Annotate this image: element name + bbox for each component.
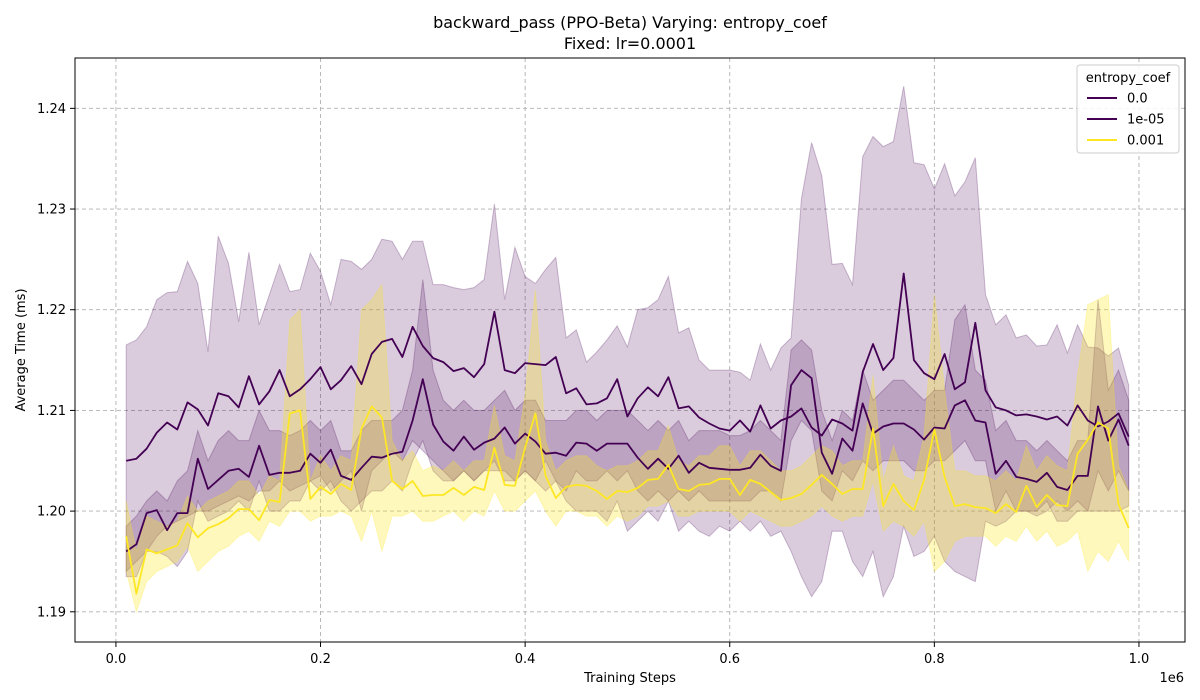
y-tick-label: 1.22 bbox=[37, 303, 66, 318]
series-line-2 bbox=[125, 405, 1130, 595]
x-axis-offset-label: 1e6 bbox=[1159, 671, 1184, 686]
legend-label: 0.0 bbox=[1127, 92, 1148, 107]
legend-label: 1e-05 bbox=[1127, 113, 1165, 128]
y-tick-label: 1.21 bbox=[37, 404, 66, 419]
x-axis-label: Training Steps bbox=[583, 671, 676, 686]
chart-title: backward_pass (PPO-Beta) Varying: entrop… bbox=[433, 13, 827, 33]
legend-items: 0.0 1e-05 0.001 bbox=[1087, 92, 1165, 149]
x-tick-label: 0.2 bbox=[310, 652, 331, 667]
tick-layer: 0.0 0.2 0.4 0.6 0.8 1.0 1.19 1.20 1.21 1.22 1.23 1.… bbox=[37, 102, 1149, 667]
series-line-0 bbox=[126, 272, 1130, 462]
legend-label: 0.001 bbox=[1127, 134, 1164, 149]
confidence-band-1 bbox=[125, 279, 1130, 578]
x-tick-label: 1.0 bbox=[1129, 652, 1150, 667]
legend-title: entropy_coef bbox=[1086, 71, 1171, 86]
grid-layer bbox=[75, 58, 1185, 642]
y-tick-label: 1.20 bbox=[37, 505, 66, 520]
x-tick-label: 0.0 bbox=[106, 652, 127, 667]
plot-frame bbox=[74, 57, 1186, 643]
legend-item: 1e-05 bbox=[1087, 113, 1165, 128]
x-tick-label: 0.4 bbox=[515, 652, 536, 667]
chart-subtitle: Fixed: lr=0.0001 bbox=[564, 34, 696, 53]
line-layer bbox=[125, 272, 1130, 595]
legend: entropy_coef 0.0 1e-05 0.001 bbox=[1076, 64, 1180, 154]
y-tick-label: 1.19 bbox=[37, 605, 66, 620]
y-axis-label: Average Time (ms) bbox=[14, 288, 29, 411]
x-tick-label: 0.8 bbox=[924, 652, 945, 667]
series-line-1 bbox=[125, 369, 1130, 553]
x-tick-label: 0.6 bbox=[719, 652, 740, 667]
legend-box bbox=[1076, 64, 1180, 154]
confidence-band-2 bbox=[125, 283, 1130, 614]
y-tick-label: 1.23 bbox=[37, 203, 66, 218]
legend-item: 0.0 bbox=[1087, 92, 1148, 107]
y-tick-label: 1.24 bbox=[37, 102, 66, 117]
legend-item: 0.001 bbox=[1087, 134, 1164, 149]
